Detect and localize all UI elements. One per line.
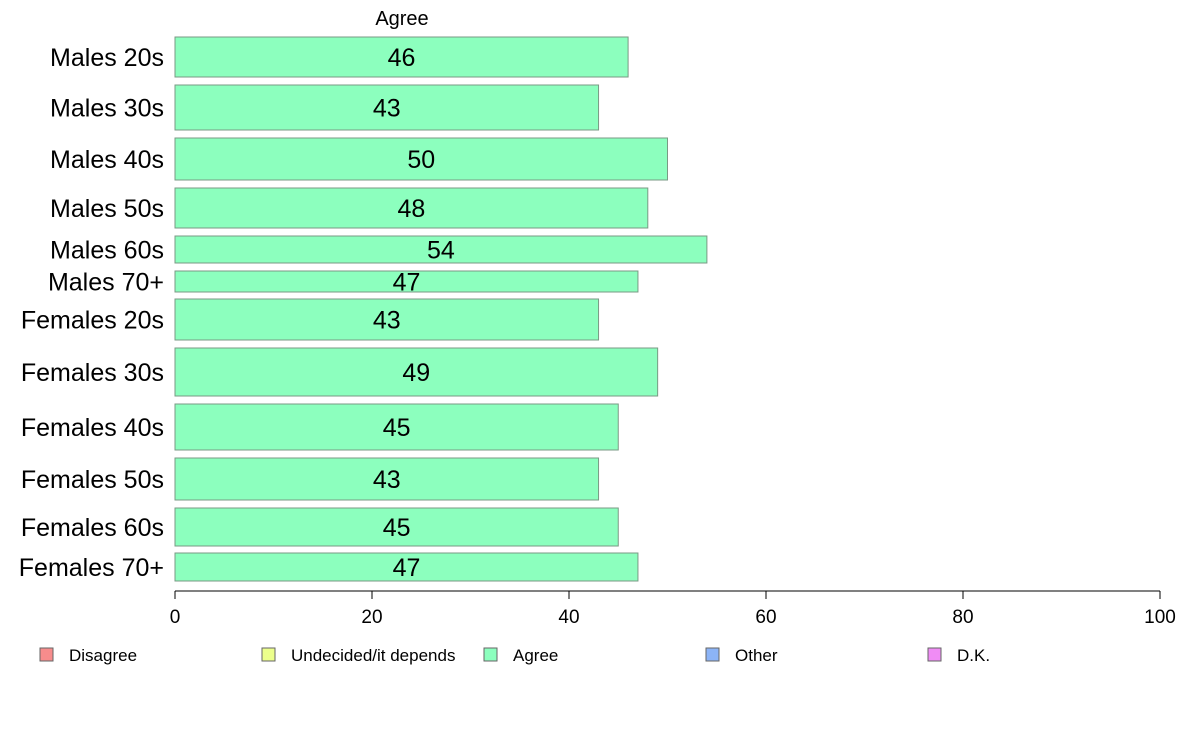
value-label-females-40s: 45 (383, 414, 411, 442)
legend-label-d-k: D.K. (957, 646, 990, 665)
category-label-males-30s: Males 30s (50, 95, 164, 123)
category-label-females-50s: Females 50s (21, 466, 164, 494)
x-tick-label-80: 80 (952, 607, 973, 628)
legend-label-other: Other (735, 646, 778, 665)
value-label-males-30s: 43 (373, 95, 401, 123)
bar-females-20s (174, 298, 600, 341)
category-label-females-60s: Females 60s (21, 514, 164, 542)
value-label-males-20s: 46 (388, 44, 416, 72)
legend-swatch-undecided-it-depends (261, 647, 276, 662)
legend-swatch-d-k (927, 647, 942, 662)
bar-males-50s (174, 187, 649, 229)
category-label-males-50s: Males 50s (50, 195, 164, 223)
bar-females-60s (174, 507, 619, 547)
legend-swatch-disagree (39, 647, 54, 662)
category-label-males-20s: Males 20s (50, 44, 164, 72)
category-label-females-20s: Females 20s (21, 307, 164, 335)
value-label-males-60s: 54 (427, 237, 455, 265)
x-tick-label-60: 60 (755, 607, 776, 628)
category-label-males-70plus: Males 70+ (48, 269, 164, 297)
category-label-males-40s: Males 40s (50, 146, 164, 174)
bar-males-30s (174, 84, 600, 131)
value-label-females-70plus: 47 (393, 554, 421, 582)
value-label-females-20s: 43 (373, 307, 401, 335)
bar-females-70plus (174, 552, 639, 582)
category-label-females-40s: Females 40s (21, 414, 164, 442)
bar-females-50s (174, 457, 600, 501)
x-tick-label-20: 20 (361, 607, 382, 628)
category-label-females-30s: Females 30s (21, 359, 164, 387)
x-tick-label-0: 0 (170, 607, 181, 628)
value-label-females-60s: 45 (383, 514, 411, 542)
category-label-males-60s: Males 60s (50, 237, 164, 265)
legend-swatch-agree (483, 647, 498, 662)
bar-females-40s (174, 403, 619, 451)
value-label-females-50s: 43 (373, 466, 401, 494)
bar-males-40s (174, 137, 668, 181)
bar-males-70plus (174, 270, 639, 293)
x-axis: 0 20 40 60 80 100 (170, 590, 1176, 628)
value-label-males-40s: 50 (407, 146, 435, 174)
value-label-females-30s: 49 (402, 359, 430, 387)
agree-column-title: Agree (375, 8, 428, 30)
legend: Disagree Undecided/it depends Agree Other D.… (39, 646, 990, 665)
category-label-females-70plus: Females 70+ (19, 554, 164, 582)
legend-label-agree: Agree (513, 646, 558, 665)
bar-males-20s (174, 36, 629, 78)
value-label-males-70plus: 47 (393, 269, 421, 297)
legend-label-undecided-it-depends: Undecided/it depends (291, 646, 455, 665)
bars-group: Males 20s 46 Males 30s 43 Males 40s 50 Males 5… (19, 36, 708, 582)
x-tick-label-100: 100 (1144, 607, 1176, 628)
bar-males-60s (174, 235, 708, 264)
legend-swatch-other (705, 647, 720, 662)
bar-females-30s (174, 347, 659, 397)
x-tick-label-40: 40 (558, 607, 579, 628)
value-label-males-50s: 48 (397, 195, 425, 223)
legend-label-disagree: Disagree (69, 646, 137, 665)
